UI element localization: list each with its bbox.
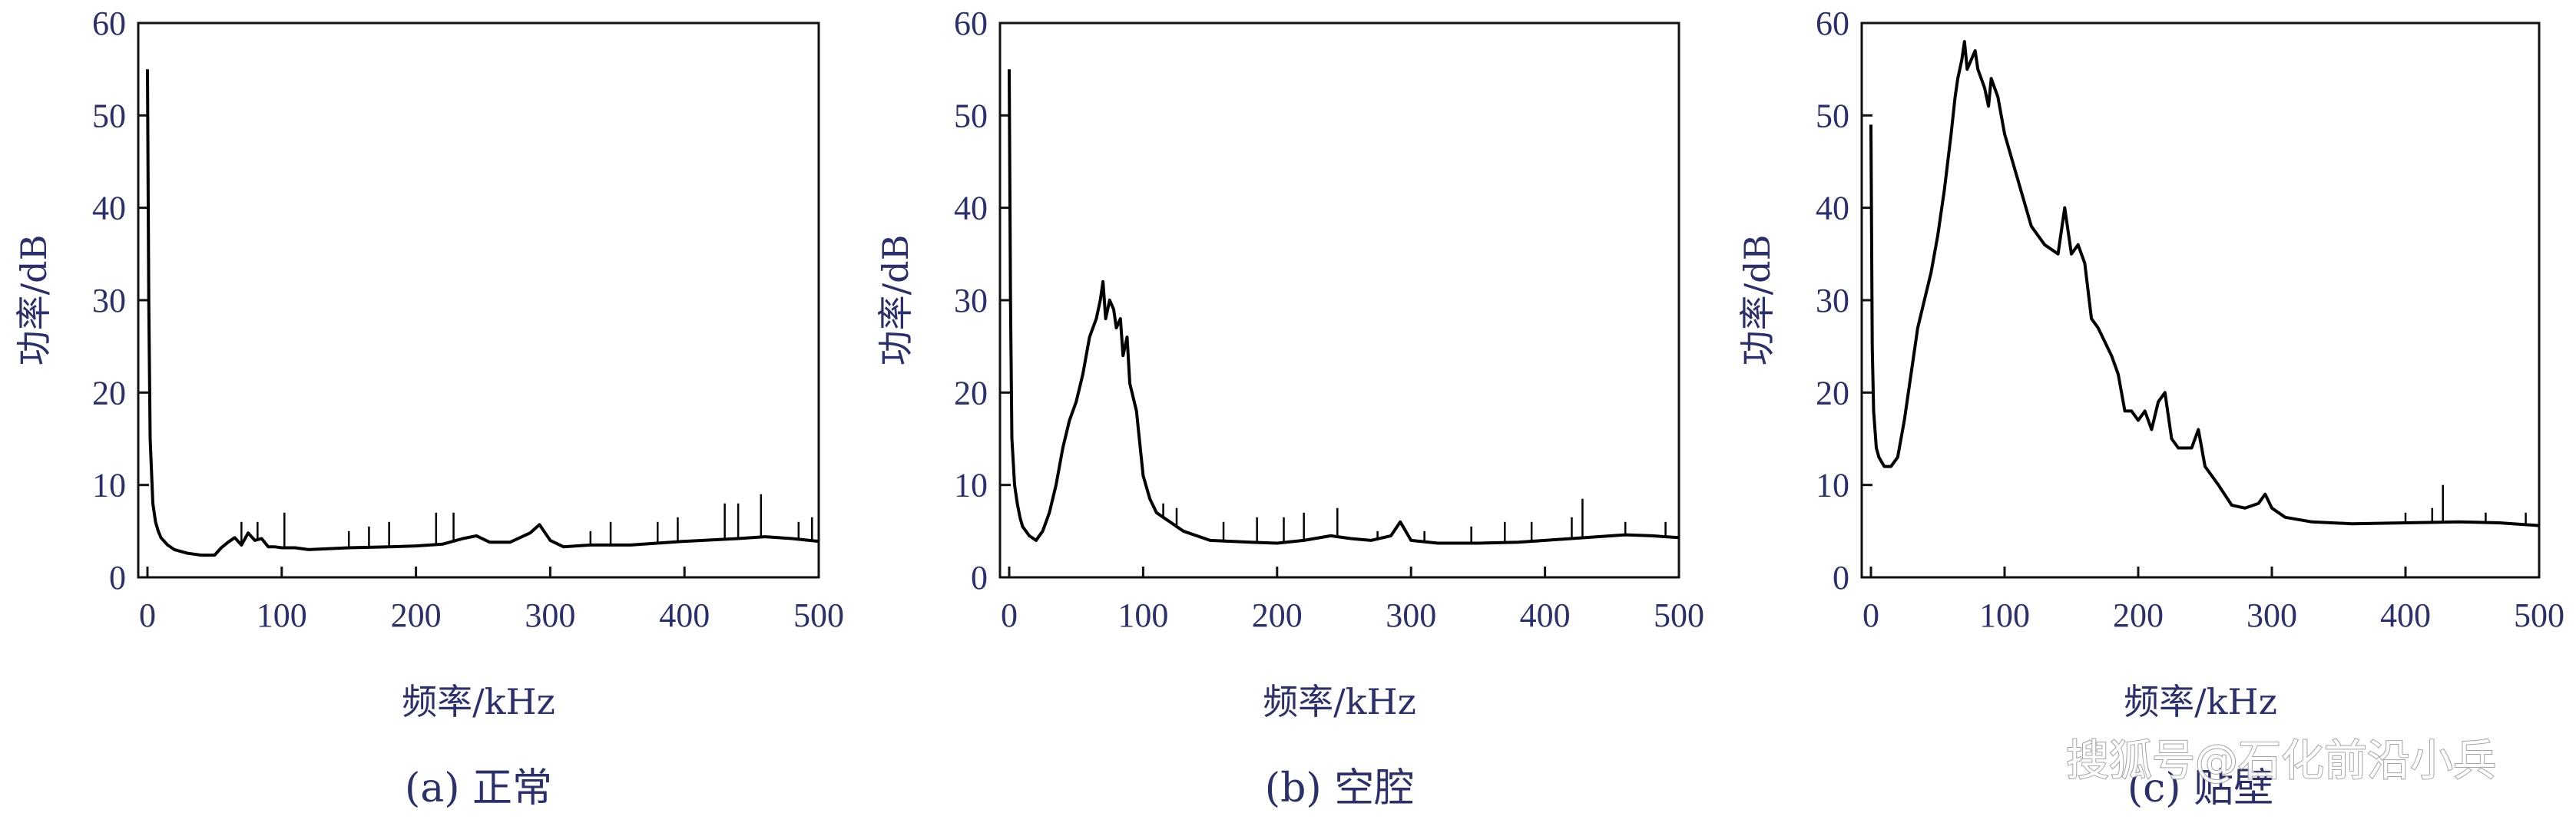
y-tick-label: 0 — [1833, 559, 1849, 597]
x-tick-label: 400 — [2380, 597, 2431, 634]
x-tick-label: 0 — [139, 597, 156, 634]
y-tick-label: 10 — [92, 467, 126, 504]
x-axis-label: 频率/kHz — [1263, 681, 1416, 722]
y-tick-label: 30 — [1816, 282, 1849, 319]
y-axis-label: 功率/dB — [1737, 235, 1778, 366]
x-tick-label: 200 — [1252, 597, 1303, 634]
y-axis-label: 功率/dB — [13, 235, 55, 366]
y-tick-label: 50 — [954, 97, 988, 134]
y-tick-label: 50 — [92, 97, 126, 134]
x-tick-label: 400 — [659, 597, 710, 634]
y-tick-label: 40 — [92, 190, 126, 227]
y-axis-label: 功率/dB — [875, 235, 916, 366]
y-tick-label: 60 — [92, 5, 126, 42]
x-tick-label: 200 — [2113, 597, 2164, 634]
y-tick-label: 0 — [971, 559, 988, 597]
y-tick-label: 10 — [954, 467, 988, 504]
x-tick-label: 300 — [2247, 597, 2297, 634]
y-tick-label: 0 — [109, 559, 126, 597]
x-axis-label: 频率/kHz — [402, 681, 555, 722]
panel-caption: (a) 正常 — [405, 765, 552, 811]
y-tick-label: 60 — [1816, 5, 1849, 42]
y-tick-label: 50 — [1816, 97, 1849, 134]
y-tick-label: 10 — [1816, 467, 1849, 504]
x-tick-label: 200 — [391, 597, 442, 634]
y-tick-label: 30 — [954, 282, 988, 319]
x-tick-label: 500 — [2514, 597, 2564, 634]
x-tick-label: 100 — [1117, 597, 1168, 634]
x-tick-label: 100 — [1979, 597, 2030, 634]
panel-caption: (c) 贴壁 — [2127, 765, 2273, 811]
chart-panel-c: 0 10 20 30 40 50 60 0 100 200 300 400 500 功率/dB 频率/kHz… — [1737, 5, 2564, 811]
x-tick-label: 0 — [1862, 597, 1879, 634]
y-tick-label: 40 — [1816, 190, 1849, 227]
x-tick-label: 0 — [1001, 597, 1018, 634]
chart-panel-b: 0 10 20 30 40 50 60 0 100 200 300 400 500 功率/dB 频率/kHz… — [875, 5, 1704, 811]
x-tick-label: 300 — [525, 597, 575, 634]
x-tick-label: 500 — [793, 597, 844, 634]
x-axis-label: 频率/kHz — [2124, 681, 2277, 722]
chart-panel-a: 0 10 20 30 40 50 60 0 100 200 300 400 500 功率/dB 频率/kHz… — [13, 5, 844, 811]
y-tick-label: 40 — [954, 190, 988, 227]
panel-caption: (b) 空腔 — [1265, 765, 1414, 811]
series-line — [1869, 40, 2540, 527]
x-tick-label: 500 — [1654, 597, 1704, 634]
series-line — [1008, 69, 1680, 545]
y-tick-label: 20 — [954, 374, 988, 412]
y-tick-label: 30 — [92, 282, 126, 319]
x-tick-label: 100 — [257, 597, 307, 634]
x-tick-label: 300 — [1386, 597, 1436, 634]
watermark-text: 搜狐号@石化前沿小兵 — [2066, 736, 2496, 786]
series-line — [146, 69, 819, 557]
plot-frame — [1860, 21, 2541, 579]
plot-frame — [137, 21, 820, 579]
x-tick-label: 400 — [1520, 597, 1571, 634]
y-tick-label: 60 — [954, 5, 988, 42]
y-tick-label: 20 — [92, 374, 126, 412]
y-tick-label: 20 — [1816, 374, 1849, 412]
